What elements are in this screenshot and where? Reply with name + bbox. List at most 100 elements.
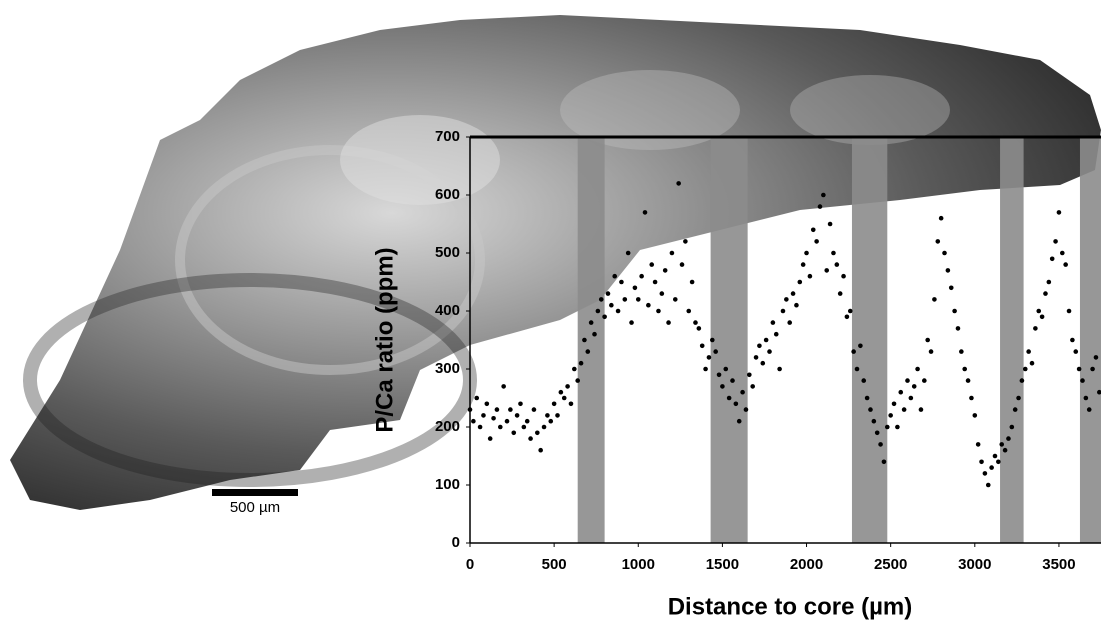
data-point: [720, 384, 725, 389]
data-point: [706, 355, 712, 360]
data-point: [1053, 239, 1058, 244]
data-point: [703, 366, 708, 372]
data-point: [1083, 395, 1089, 401]
data-point: [689, 279, 695, 285]
data-point: [622, 297, 628, 302]
data-point: [1066, 308, 1072, 314]
data-point: [518, 401, 523, 407]
data-point: [874, 430, 880, 436]
data-point: [1073, 349, 1079, 354]
data-point: [592, 331, 597, 337]
data-point: [743, 407, 749, 412]
data-point: [471, 418, 476, 424]
data-point: [1049, 256, 1055, 262]
data-point: [494, 407, 500, 412]
data-point: [847, 308, 853, 314]
data-point: [699, 343, 705, 349]
data-point: [767, 349, 772, 354]
y-tick-label: 700: [435, 128, 460, 145]
x-tick-label: 0: [466, 556, 474, 573]
data-point: [1009, 424, 1015, 430]
data-point: [541, 424, 547, 430]
data-point: [1043, 291, 1048, 296]
data-point: [656, 308, 661, 314]
data-point: [659, 291, 665, 296]
data-point: [497, 424, 503, 430]
data-point: [1076, 366, 1082, 372]
shaded-band: [851, 137, 888, 543]
scale-bar-label: 500 µm: [230, 499, 280, 516]
data-point: [952, 308, 957, 314]
data-point: [804, 250, 809, 256]
data-point: [831, 250, 836, 256]
data-point: [575, 378, 580, 383]
data-point: [605, 291, 611, 296]
data-point: [726, 395, 732, 401]
data-point: [763, 337, 769, 343]
data-point: [652, 279, 658, 285]
data-point: [629, 320, 634, 325]
data-point: [911, 384, 917, 389]
data-point: [1039, 314, 1045, 320]
data-point: [858, 343, 863, 349]
y-tick-label: 200: [435, 418, 460, 435]
data-point: [693, 320, 698, 325]
data-point: [646, 302, 651, 308]
data-point: [928, 349, 934, 354]
data-point: [881, 459, 887, 465]
data-point: [568, 401, 574, 407]
data-point: [1022, 366, 1028, 372]
data-point: [491, 416, 496, 421]
data-point: [740, 389, 745, 395]
data-point: [528, 436, 533, 441]
data-point: [511, 430, 517, 436]
data-point: [1026, 349, 1031, 354]
data-point: [683, 239, 688, 244]
data-point: [716, 372, 722, 378]
data-point: [625, 250, 631, 256]
data-point: [477, 424, 483, 430]
data-point: [942, 250, 947, 256]
data-point: [521, 424, 527, 430]
data-point: [1093, 355, 1099, 360]
data-point: [800, 262, 806, 267]
x-tick-label: 1500: [706, 556, 739, 573]
data-point: [753, 355, 759, 360]
y-tick-label: 500: [435, 244, 460, 261]
data-point: [975, 442, 981, 447]
data-point: [827, 221, 833, 227]
data-point: [979, 459, 984, 465]
data-point: [868, 407, 873, 412]
data-point: [635, 297, 641, 302]
data-point: [551, 401, 557, 407]
data-point: [736, 418, 742, 424]
data-point: [1033, 326, 1038, 331]
data-point: [962, 366, 968, 372]
data-point: [481, 413, 486, 418]
data-point: [538, 447, 543, 453]
data-point: [1056, 210, 1062, 215]
data-point: [999, 442, 1005, 447]
data-point: [982, 471, 988, 476]
data-point: [817, 204, 823, 209]
data-point: [1006, 436, 1011, 441]
data-point: [891, 401, 897, 407]
data-point: [810, 227, 816, 233]
data-point: [757, 343, 762, 349]
data-point: [672, 297, 678, 302]
data-point: [578, 360, 584, 366]
data-point: [888, 413, 893, 418]
data-point: [558, 389, 564, 395]
data-point: [1070, 337, 1075, 343]
data-point: [925, 337, 930, 343]
data-point: [989, 465, 994, 470]
data-point: [905, 378, 910, 383]
data-point: [572, 366, 577, 372]
data-point: [487, 436, 493, 441]
data-point: [1002, 447, 1008, 453]
data-point: [787, 320, 793, 325]
data-point: [1090, 366, 1095, 372]
data-point: [959, 349, 964, 354]
data-point: [609, 302, 614, 308]
